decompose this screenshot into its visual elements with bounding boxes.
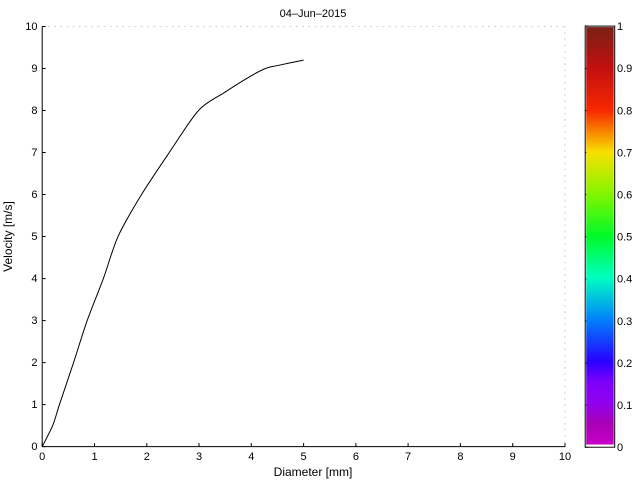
svg-text:Diameter [mm]: Diameter [mm] [274, 465, 353, 479]
svg-text:1: 1 [617, 21, 623, 33]
svg-text:5: 5 [31, 231, 37, 243]
svg-text:5: 5 [301, 451, 307, 463]
svg-text:1: 1 [91, 451, 97, 463]
svg-text:0.7: 0.7 [617, 147, 632, 159]
svg-text:4: 4 [31, 273, 37, 285]
svg-text:1: 1 [31, 399, 37, 411]
svg-text:6: 6 [353, 451, 359, 463]
svg-text:0.1: 0.1 [617, 400, 632, 412]
svg-text:8: 8 [457, 451, 463, 463]
svg-text:0.3: 0.3 [617, 316, 632, 328]
svg-text:0.4: 0.4 [617, 274, 632, 286]
svg-text:0.5: 0.5 [617, 232, 632, 244]
svg-text:2: 2 [144, 451, 150, 463]
svg-text:0.8: 0.8 [617, 105, 632, 117]
svg-text:0: 0 [39, 451, 45, 463]
svg-text:7: 7 [405, 451, 411, 463]
svg-text:9: 9 [31, 63, 37, 75]
svg-text:0.9: 0.9 [617, 63, 632, 75]
svg-text:0: 0 [617, 442, 623, 454]
svg-text:6: 6 [31, 189, 37, 201]
svg-text:0.2: 0.2 [617, 358, 632, 370]
svg-text:3: 3 [196, 451, 202, 463]
svg-text:Velocity [m/s]: Velocity [m/s] [1, 201, 15, 272]
svg-text:8: 8 [31, 105, 37, 117]
svg-text:10: 10 [25, 21, 37, 33]
svg-text:04–Jun–2015: 04–Jun–2015 [280, 8, 347, 20]
svg-text:0: 0 [31, 441, 37, 453]
svg-text:7: 7 [31, 147, 37, 159]
svg-text:0.6: 0.6 [617, 190, 632, 202]
svg-text:10: 10 [559, 451, 571, 463]
svg-text:9: 9 [510, 451, 516, 463]
svg-text:3: 3 [31, 315, 37, 327]
svg-text:2: 2 [31, 357, 37, 369]
svg-text:4: 4 [248, 451, 254, 463]
